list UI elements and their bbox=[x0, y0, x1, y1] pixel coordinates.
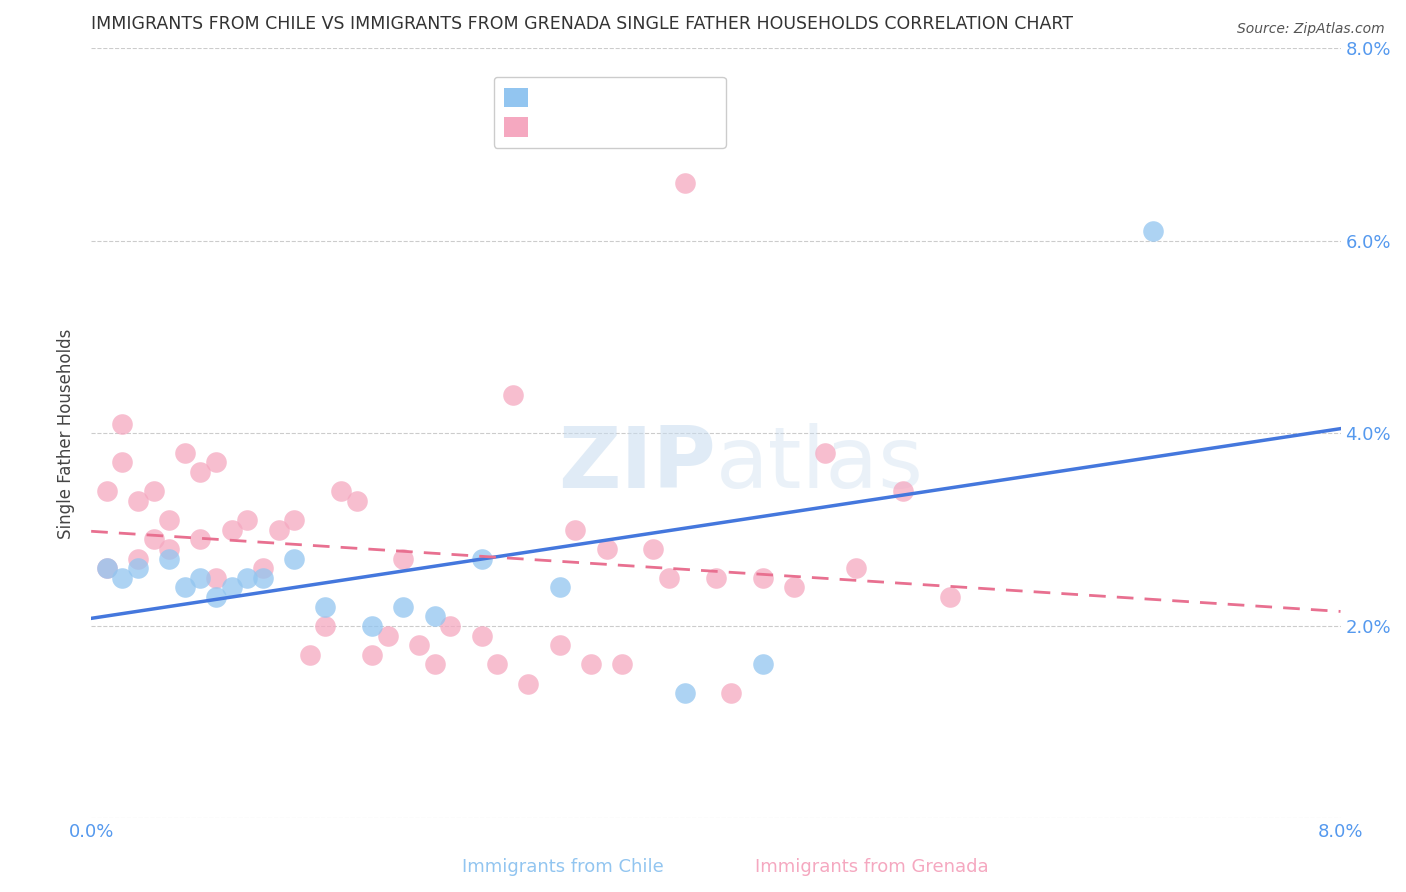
Point bbox=[471, 551, 494, 566]
Text: Immigrants from Grenada: Immigrants from Grenada bbox=[755, 858, 988, 876]
Point bbox=[439, 619, 461, 633]
Point bbox=[658, 571, 681, 585]
Point bbox=[314, 599, 336, 614]
Point bbox=[392, 551, 415, 566]
Point bbox=[517, 676, 540, 690]
Point bbox=[595, 541, 617, 556]
Point bbox=[157, 513, 180, 527]
Point bbox=[298, 648, 321, 662]
Point bbox=[96, 484, 118, 499]
Point bbox=[673, 686, 696, 700]
Point bbox=[173, 446, 195, 460]
Point bbox=[111, 455, 134, 469]
Point bbox=[548, 581, 571, 595]
Point bbox=[173, 581, 195, 595]
Point bbox=[486, 657, 509, 672]
Point bbox=[579, 657, 602, 672]
Point bbox=[111, 417, 134, 431]
Point bbox=[361, 648, 384, 662]
Point bbox=[157, 541, 180, 556]
Point bbox=[236, 513, 259, 527]
Point bbox=[252, 571, 274, 585]
Point bbox=[783, 581, 806, 595]
Point bbox=[205, 590, 228, 604]
Legend:                               ,                               : , bbox=[494, 77, 725, 148]
Text: R =: R = bbox=[513, 87, 553, 104]
Point bbox=[111, 571, 134, 585]
Point bbox=[423, 657, 446, 672]
Point bbox=[96, 561, 118, 575]
Point bbox=[720, 686, 742, 700]
Point bbox=[205, 571, 228, 585]
Text: N =: N = bbox=[634, 120, 675, 138]
Point bbox=[814, 446, 837, 460]
Point bbox=[643, 541, 665, 556]
Point bbox=[283, 551, 305, 566]
Point bbox=[1142, 224, 1164, 238]
Point bbox=[423, 609, 446, 624]
Point bbox=[673, 176, 696, 190]
Point bbox=[891, 484, 914, 499]
Text: Immigrants from Chile: Immigrants from Chile bbox=[461, 858, 664, 876]
Point bbox=[314, 619, 336, 633]
Point bbox=[221, 581, 243, 595]
Point bbox=[127, 551, 149, 566]
Point bbox=[704, 571, 727, 585]
Point bbox=[502, 388, 524, 402]
Point bbox=[548, 638, 571, 652]
Y-axis label: Single Father Households: Single Father Households bbox=[58, 328, 75, 539]
Point bbox=[471, 629, 494, 643]
Point bbox=[751, 571, 773, 585]
Point bbox=[142, 533, 165, 547]
Point bbox=[330, 484, 353, 499]
Point bbox=[939, 590, 962, 604]
Point bbox=[610, 657, 633, 672]
Point bbox=[127, 493, 149, 508]
Point bbox=[346, 493, 368, 508]
Point bbox=[408, 638, 430, 652]
Text: Source: ZipAtlas.com: Source: ZipAtlas.com bbox=[1237, 22, 1385, 37]
Point bbox=[96, 561, 118, 575]
Point bbox=[283, 513, 305, 527]
Text: 20: 20 bbox=[664, 87, 689, 104]
Point bbox=[190, 533, 212, 547]
Text: ZIP: ZIP bbox=[558, 423, 716, 506]
Text: 0.168: 0.168 bbox=[544, 120, 600, 138]
Text: 50: 50 bbox=[664, 120, 689, 138]
Point bbox=[845, 561, 868, 575]
Point bbox=[127, 561, 149, 575]
Text: N =: N = bbox=[634, 87, 675, 104]
Point bbox=[252, 561, 274, 575]
Text: atlas: atlas bbox=[716, 423, 924, 506]
Point bbox=[221, 523, 243, 537]
Point bbox=[190, 571, 212, 585]
Point bbox=[392, 599, 415, 614]
Text: R =: R = bbox=[513, 120, 553, 138]
Point bbox=[751, 657, 773, 672]
Text: IMMIGRANTS FROM CHILE VS IMMIGRANTS FROM GRENADA SINGLE FATHER HOUSEHOLDS CORREL: IMMIGRANTS FROM CHILE VS IMMIGRANTS FROM… bbox=[91, 15, 1073, 33]
Point bbox=[142, 484, 165, 499]
Point bbox=[236, 571, 259, 585]
Point bbox=[190, 465, 212, 479]
Point bbox=[267, 523, 290, 537]
Point bbox=[205, 455, 228, 469]
Point bbox=[361, 619, 384, 633]
Text: 0.401: 0.401 bbox=[544, 87, 600, 104]
Point bbox=[377, 629, 399, 643]
Point bbox=[564, 523, 586, 537]
Point bbox=[157, 551, 180, 566]
